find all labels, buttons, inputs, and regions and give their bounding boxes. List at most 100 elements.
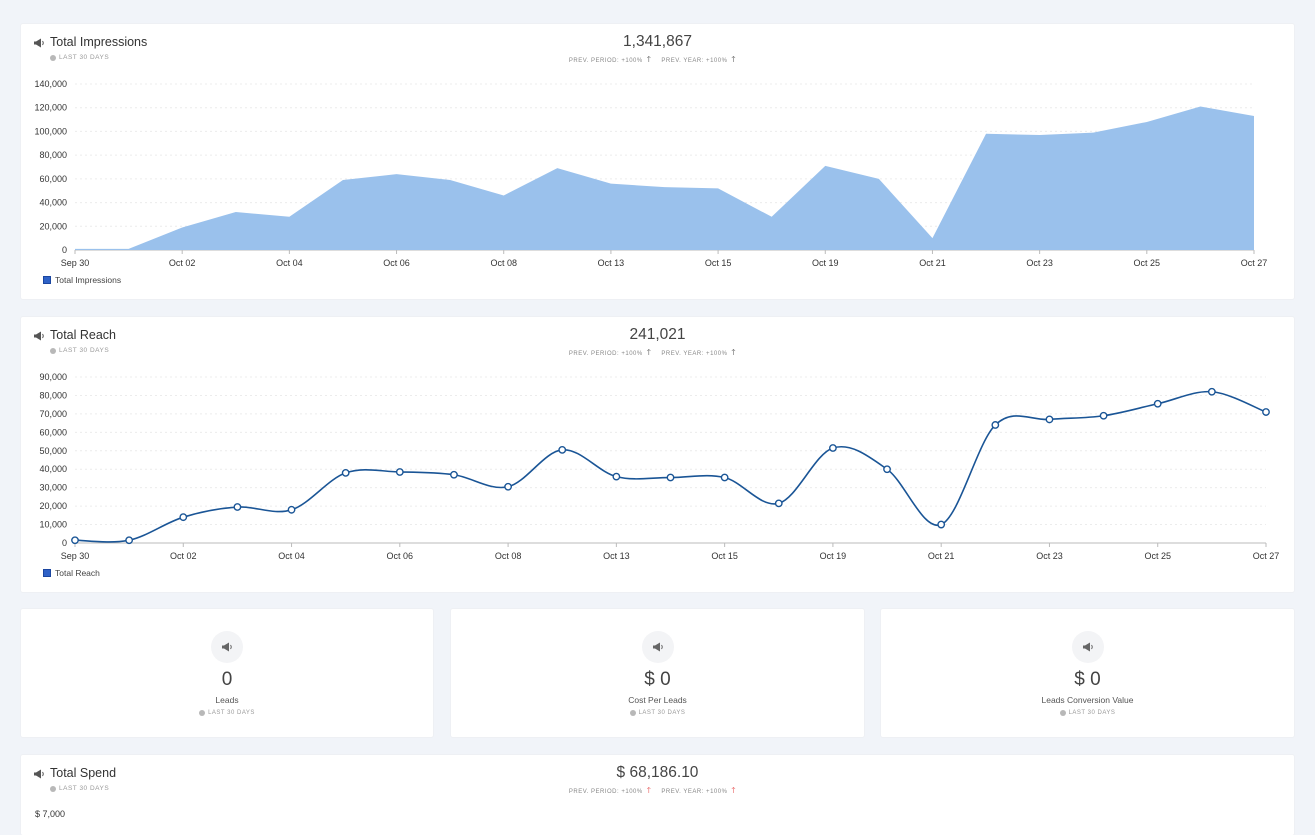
leads-conversion-card: $ 0 Leads Conversion Value LAST 30 DAYS (881, 609, 1294, 737)
impressions-comparison: PREV. PERIOD: +100% 🡑 PREV. YEAR: +100% 🡑 (21, 54, 1294, 68)
spend-card: Total Spend LAST 30 DAYS $ 68,186.10 PRE… (21, 755, 1294, 835)
reach-period: LAST 30 DAYS (50, 347, 109, 354)
x-tick-label: Oct 27 (1253, 551, 1280, 561)
reach-data-point[interactable] (937, 520, 946, 529)
reach-data-point[interactable] (1262, 408, 1270, 416)
legend-label: Total Impressions (55, 275, 122, 285)
impressions-legend[interactable]: Total Impressions (43, 275, 121, 285)
reach-data-point[interactable] (720, 473, 729, 482)
leads-conversion-period: LAST 30 DAYS (881, 710, 1294, 716)
reach-data-point[interactable] (991, 421, 1000, 429)
spend-comparison: PREV. PERIOD: +100% 🡑 PREV. YEAR: +100% 🡑 (21, 785, 1294, 799)
y-tick-label: 80,000 (39, 150, 67, 160)
x-tick-label: Oct 08 (490, 258, 517, 268)
reach-data-point[interactable] (341, 469, 350, 477)
x-tick-label: Oct 23 (1026, 258, 1053, 268)
y-tick-label: 60,000 (39, 174, 67, 184)
reach-data-point[interactable] (1045, 415, 1054, 424)
y-tick-label: 30,000 (39, 483, 67, 493)
cost-per-leads-label: Cost Per Leads (628, 695, 687, 705)
prev-year-text: PREV. YEAR: +100% (661, 351, 728, 357)
reach-data-point[interactable] (233, 503, 242, 511)
reach-data-point[interactable] (1099, 411, 1108, 420)
x-tick-label: Oct 02 (170, 551, 197, 561)
x-tick-label: Sep 30 (61, 258, 90, 268)
arrow-up-icon: 🡑 (731, 55, 737, 64)
x-tick-label: Oct 06 (387, 551, 414, 561)
megaphone-icon (1082, 642, 1093, 652)
arrow-up-icon: 🡑 (646, 786, 652, 795)
prev-period-text: PREV. PERIOD: +100% (568, 789, 643, 795)
arrow-up-icon: 🡑 (646, 348, 652, 357)
x-tick-label: Oct 13 (603, 551, 630, 561)
leads-card: 0 Leads LAST 30 DAYS (21, 609, 433, 737)
clock-icon (629, 710, 636, 716)
impressions-chart: 0 20,000 40,000 60,000 80,000 100,000 120,000 1… (34, 79, 1268, 268)
spend-y-tick: $ 7,000 (35, 809, 66, 819)
legend-label: Total Reach (55, 568, 100, 578)
y-tick-label: 100,000 (34, 126, 67, 136)
leads-period-text: LAST 30 DAYS (208, 710, 255, 716)
leads-conversion-value: $ 0 (1074, 669, 1101, 690)
reach-data-point[interactable] (450, 470, 458, 479)
spend-header: Total Spend LAST 30 DAYS $ 68,186.10 PRE… (21, 755, 1294, 799)
prev-year-text: PREV. YEAR: +100% (661, 789, 728, 795)
reach-data-point[interactable] (1153, 399, 1162, 408)
arrow-up-icon: 🡑 (731, 348, 737, 357)
reach-data-point[interactable] (71, 536, 79, 545)
x-tick-label: Oct 04 (276, 258, 303, 268)
reach-data-point[interactable] (395, 468, 404, 476)
impressions-period-text: LAST 30 DAYS (59, 54, 110, 61)
prev-year-text: PREV. YEAR: +100% (661, 58, 728, 64)
x-tick-label: Oct 27 (1241, 258, 1268, 268)
reach-data-point[interactable] (666, 473, 675, 482)
x-tick-label: Oct 04 (278, 551, 305, 561)
reach-data-point[interactable] (504, 482, 512, 491)
x-tick-label: Oct 21 (928, 551, 955, 561)
impressions-title: Total Impressions (50, 35, 148, 49)
megaphone-icon (222, 642, 232, 652)
y-tick-label: 10,000 (39, 520, 67, 530)
megaphone-icon (34, 38, 44, 48)
y-tick-label: 0 (62, 538, 67, 548)
conversion-period-text: LAST 30 DAYS (1068, 710, 1116, 716)
reach-data-point[interactable] (774, 499, 783, 508)
impressions-card: Total Impressions LAST 30 DAYS 1,341,867… (21, 24, 1294, 299)
reach-legend[interactable]: Total Reach (43, 568, 100, 578)
spend-title: Total Spend (50, 766, 117, 780)
y-tick-label: 120,000 (34, 103, 67, 113)
icon-circle (1071, 631, 1104, 663)
clock-icon (1059, 710, 1066, 716)
y-tick-label: 40,000 (39, 198, 67, 208)
x-tick-label: Oct 21 (919, 258, 946, 268)
clock-icon (50, 785, 56, 792)
impressions-period: LAST 30 DAYS (50, 54, 109, 61)
clock-icon (50, 54, 56, 61)
reach-data-point[interactable] (125, 536, 134, 545)
megaphone-icon (34, 769, 44, 779)
reach-value: 241,021 (629, 326, 686, 343)
leads-conversion-label: Leads Conversion Value (1041, 695, 1134, 705)
reach-data-point[interactable] (287, 505, 296, 514)
impressions-area[interactable] (75, 106, 1254, 251)
reach-data-point[interactable] (1207, 387, 1216, 396)
reach-data-point[interactable] (883, 465, 891, 474)
cost-per-leads-period: LAST 30 DAYS (451, 710, 864, 716)
megaphone-icon (652, 642, 663, 652)
x-tick-label: Oct 19 (812, 258, 839, 268)
y-tick-label: 140,000 (34, 79, 67, 89)
leads-period: LAST 30 DAYS (21, 710, 433, 716)
reach-data-point[interactable] (612, 472, 621, 481)
reach-data-point[interactable] (829, 444, 837, 452)
y-tick-label: 80,000 (39, 390, 67, 400)
reach-data-point[interactable] (179, 513, 188, 522)
reach-data-point[interactable] (558, 445, 567, 454)
clock-icon (199, 710, 206, 716)
y-tick-label: 70,000 (39, 409, 67, 419)
x-tick-label: Oct 15 (705, 258, 732, 268)
x-tick-label: Oct 06 (383, 258, 410, 268)
x-tick-label: Oct 15 (711, 551, 738, 561)
spend-period-text: LAST 30 DAYS (59, 785, 110, 792)
reach-header: Total Reach LAST 30 DAYS 241,021 PREV. P… (21, 317, 1294, 361)
leads-value: 0 (221, 669, 233, 690)
